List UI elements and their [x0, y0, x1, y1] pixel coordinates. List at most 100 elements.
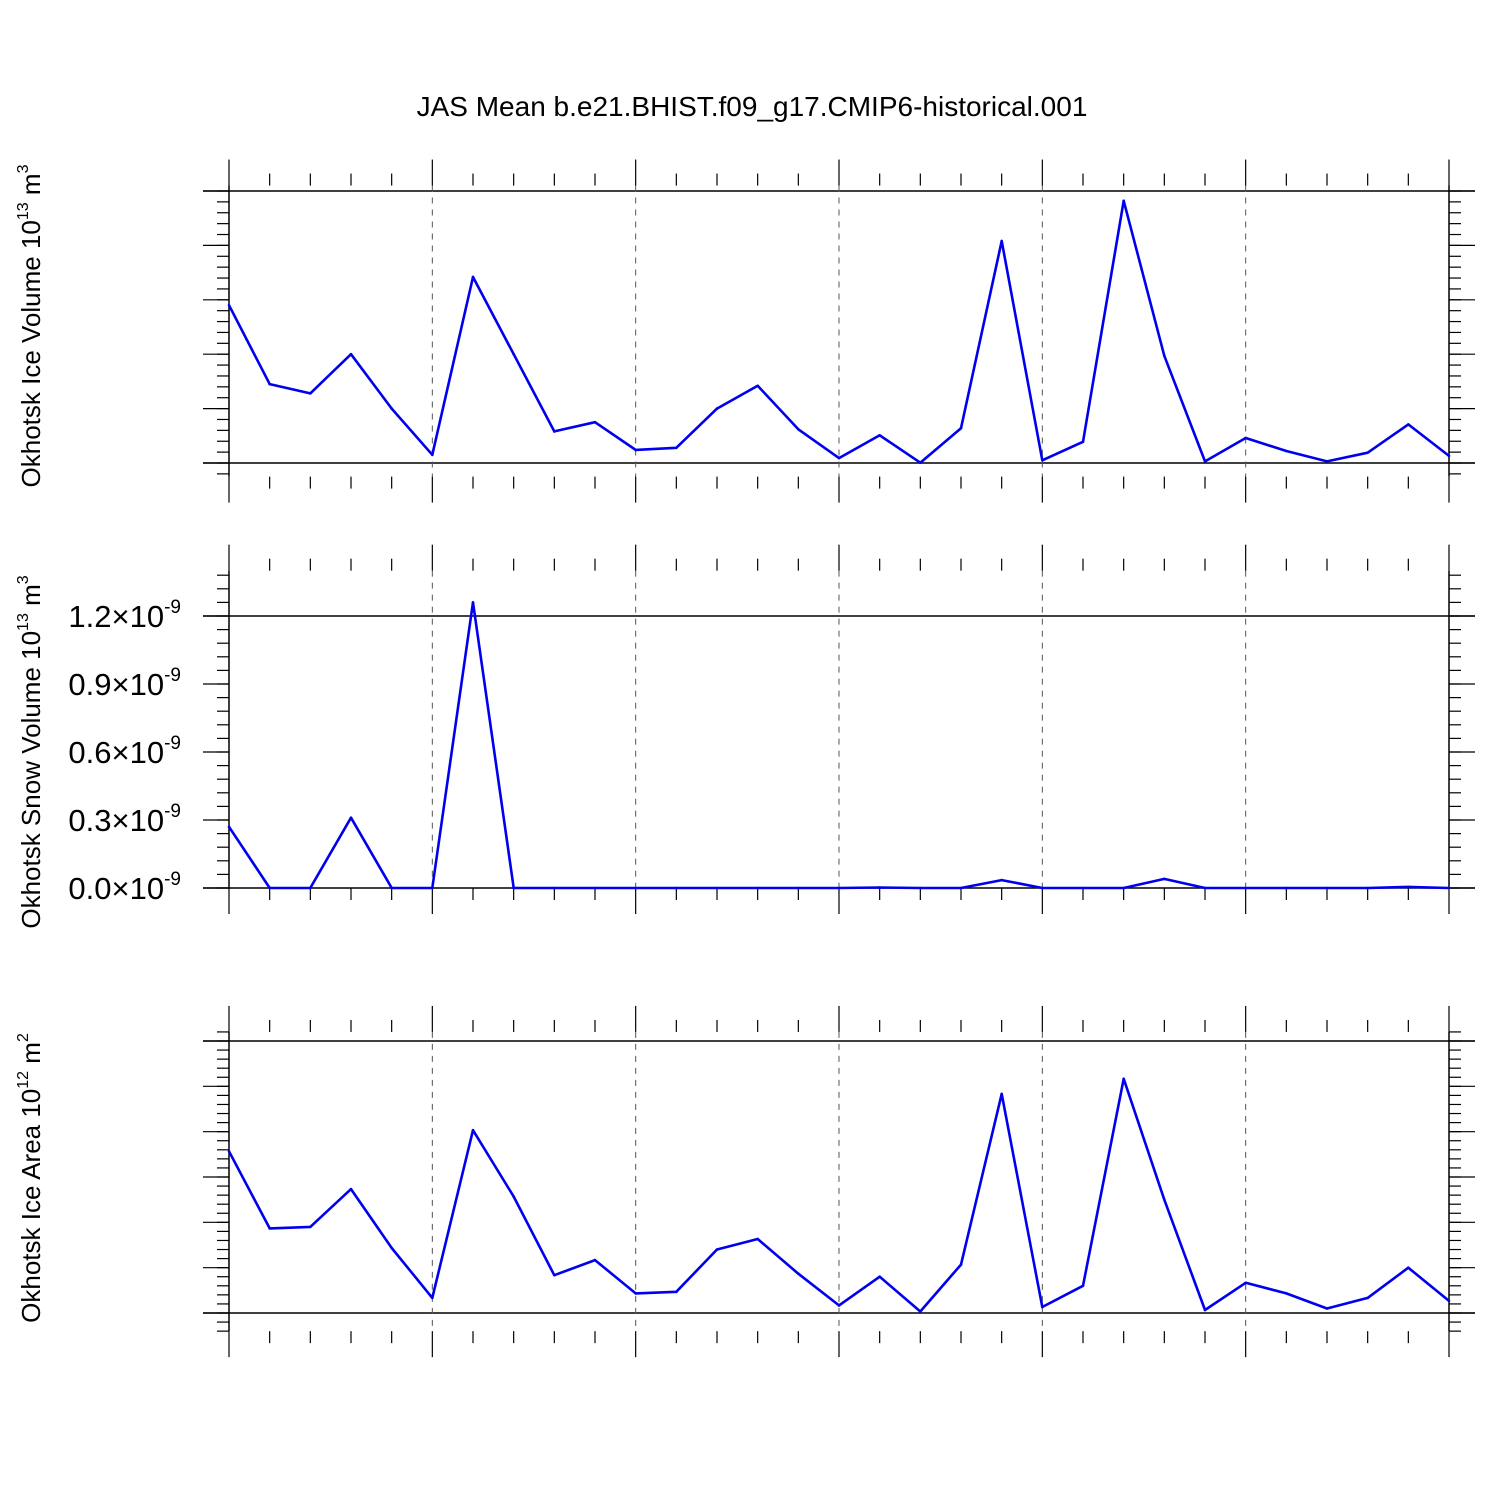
- data-point: [227, 1150, 231, 1153]
- figure-title: JAS Mean b.e21.BHIST.f09_g17.CMIP6-histo…: [417, 91, 1088, 122]
- data-point: [349, 1187, 353, 1191]
- data-point: [1041, 886, 1044, 890]
- data-point: [837, 886, 841, 890]
- data-point: [1407, 423, 1410, 426]
- data-point: [1041, 458, 1044, 462]
- data-point: [593, 420, 597, 424]
- y-tick-label: 0.0×10-9: [68, 869, 181, 906]
- data-point: [756, 384, 759, 388]
- data-point: [919, 461, 922, 465]
- data-point: [593, 1258, 597, 1262]
- data-point: [1447, 886, 1451, 890]
- data-point: [512, 886, 515, 890]
- panel-2: 0.0×10-9 0.3×10-9 0.6×10-9 0.9×10-9 1.2×10-9…: [15, 544, 1475, 929]
- data-point: [878, 1275, 881, 1279]
- data-point: [227, 303, 231, 307]
- data-point: [1163, 1198, 1166, 1201]
- panel-3: Okhotsk Ice Area 1012 m2: [15, 1005, 1475, 1358]
- data-point: [1447, 1299, 1451, 1303]
- data-point: [390, 407, 393, 410]
- data-point: [959, 886, 963, 890]
- data-point: [634, 1292, 637, 1295]
- data-point: [959, 1263, 963, 1266]
- data-point: [878, 886, 881, 889]
- data-point: [1081, 886, 1085, 890]
- data-point: [1244, 1281, 1247, 1285]
- data-point: [1285, 886, 1288, 890]
- data-point: [1244, 436, 1247, 440]
- data-point: [959, 426, 963, 430]
- data-point: [1407, 1266, 1410, 1269]
- data-point: [634, 886, 637, 890]
- panel-1: Okhotsk Ice Volume 1013 m3: [15, 159, 1475, 503]
- data-point: [553, 430, 556, 433]
- data-point: [1081, 440, 1085, 444]
- y-tick-label: 0.9×10-9: [68, 665, 181, 702]
- data-point: [1000, 239, 1003, 243]
- data-point: [1122, 199, 1125, 203]
- data-point: [1041, 1305, 1044, 1309]
- data-point: [512, 1195, 515, 1198]
- data-point: [1000, 878, 1003, 882]
- data-point: [1122, 886, 1125, 890]
- data-point: [756, 1237, 759, 1241]
- data-point: [1163, 354, 1166, 358]
- y-tick-label: 1.2×10-9: [68, 597, 181, 634]
- data-point: [1203, 460, 1207, 463]
- y-axis-label: Okhotsk Ice Volume 1013 m3: [15, 164, 46, 487]
- data-point: [309, 886, 312, 890]
- data-point: [349, 816, 353, 820]
- panels: Okhotsk Ice Volume 1013 m3 0.0×10-9 0.3×10…: [15, 159, 1475, 1358]
- data-point: [1285, 449, 1288, 453]
- data-point: [268, 1227, 271, 1230]
- data-point: [390, 1246, 393, 1250]
- data-point: [797, 427, 800, 431]
- data-point: [1081, 1284, 1085, 1288]
- data-point: [1285, 1292, 1288, 1295]
- data-point: [1203, 886, 1207, 890]
- data-point: [431, 1296, 434, 1300]
- data-point: [268, 886, 271, 890]
- data-point: [634, 448, 637, 452]
- data-point: [797, 1272, 800, 1276]
- data-point: [1407, 885, 1410, 889]
- data-point: [553, 1273, 556, 1277]
- data-point: [756, 886, 759, 890]
- y-axis-label: Okhotsk Ice Area 1012 m2: [15, 1033, 46, 1323]
- data-point: [268, 382, 271, 386]
- data-point: [1325, 460, 1329, 463]
- data-point: [919, 886, 922, 890]
- data-point: [512, 352, 515, 356]
- y-tick-label: 0.6×10-9: [68, 733, 181, 770]
- data-point: [309, 392, 312, 395]
- data-point: [227, 825, 231, 829]
- data-point: [1366, 886, 1369, 890]
- data-point: [837, 456, 841, 460]
- data-point: [1447, 454, 1451, 458]
- data-point: [309, 1225, 312, 1229]
- data-point: [1000, 1092, 1003, 1096]
- y-axis-label: Okhotsk Snow Volume 1013 m3: [15, 575, 46, 928]
- data-point: [1366, 1296, 1369, 1300]
- data-point: [1325, 1307, 1329, 1310]
- data-point: [471, 275, 475, 279]
- data-point: [675, 886, 678, 890]
- data-point: [593, 886, 597, 890]
- data-point: [471, 1128, 475, 1132]
- data-point: [431, 453, 434, 457]
- data-point: [1366, 451, 1369, 454]
- data-point: [715, 886, 719, 890]
- data-point: [1244, 886, 1247, 890]
- data-point: [431, 886, 434, 890]
- data-point: [797, 886, 800, 890]
- data-point: [715, 407, 719, 410]
- data-point: [471, 601, 475, 604]
- data-point: [390, 886, 393, 890]
- data-point: [675, 446, 678, 450]
- data-point: [878, 433, 881, 437]
- data-point: [1325, 886, 1329, 890]
- data-point: [1163, 877, 1166, 881]
- data-point: [1122, 1077, 1125, 1081]
- data-point: [675, 1290, 678, 1294]
